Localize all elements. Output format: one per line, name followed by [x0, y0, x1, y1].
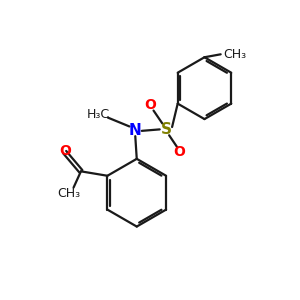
- Text: O: O: [144, 98, 156, 112]
- Text: CH₃: CH₃: [58, 187, 81, 200]
- Text: H₃C: H₃C: [87, 108, 110, 121]
- Text: O: O: [59, 144, 71, 158]
- Text: S: S: [161, 122, 172, 137]
- Text: O: O: [173, 146, 185, 159]
- Text: CH₃: CH₃: [224, 48, 247, 61]
- Text: N: N: [129, 123, 142, 138]
